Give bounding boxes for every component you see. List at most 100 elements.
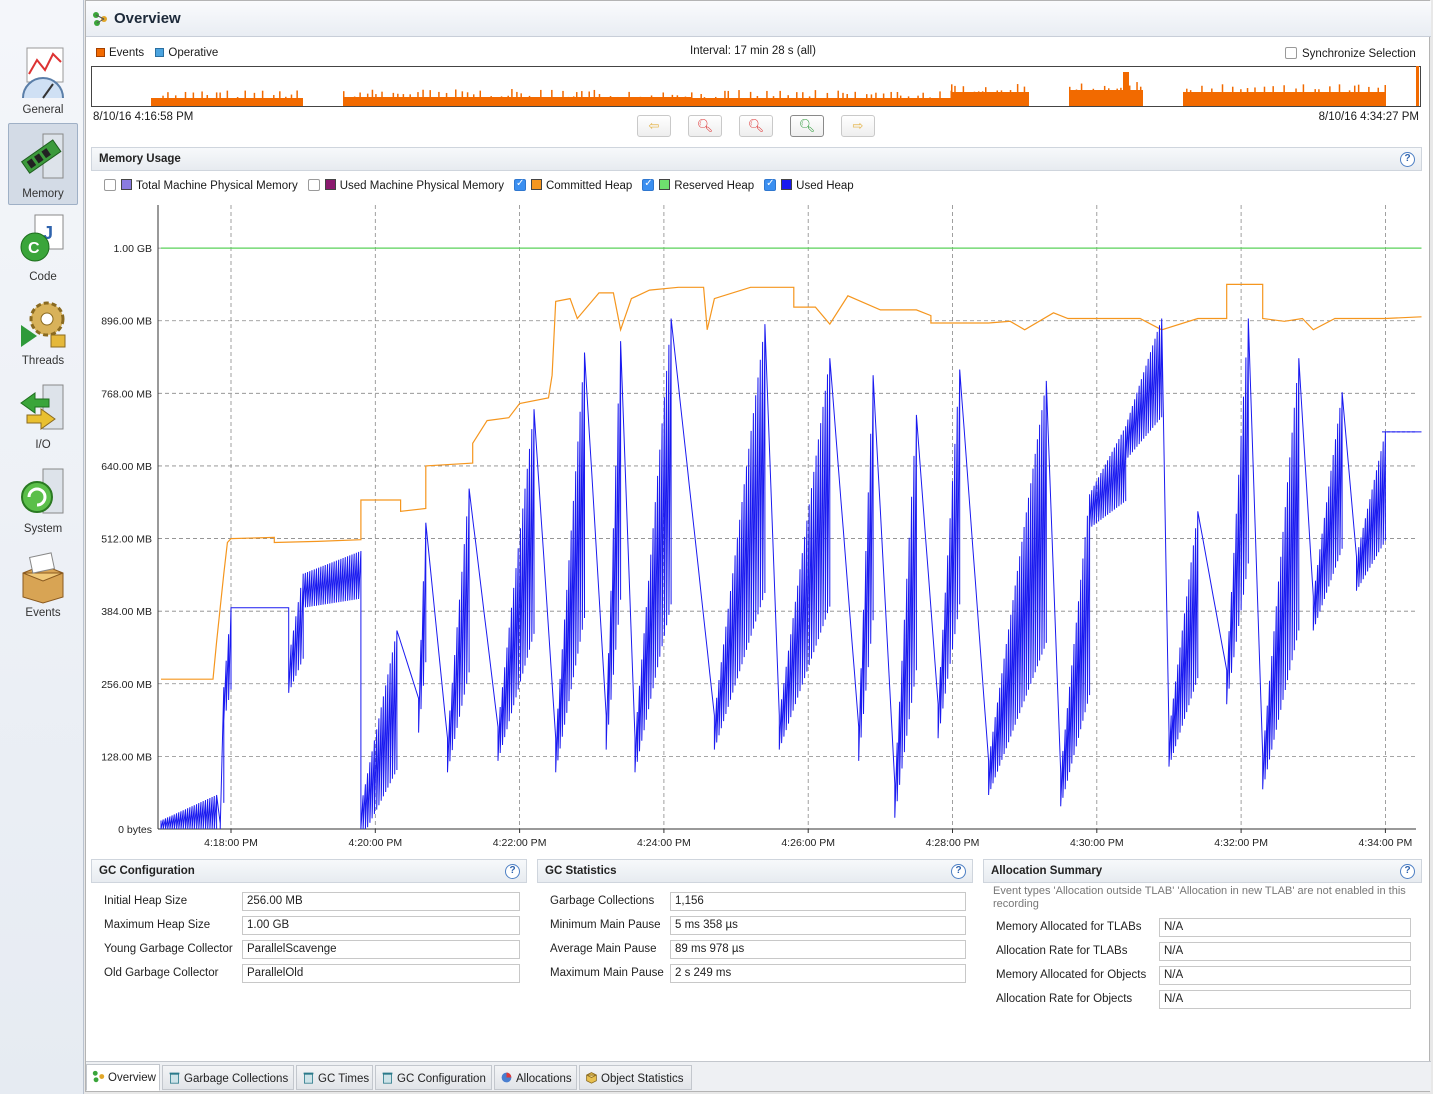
tab-gc-times[interactable]: GC Times [296,1065,373,1090]
event-spike [593,89,596,106]
event-spike [528,95,531,106]
help-icon[interactable]: ? [505,864,520,879]
series-toggle-used-machine-physical-memory[interactable]: Used Machine Physical Memory [307,179,504,192]
synchronize-checkbox[interactable] [1285,47,1297,59]
zoom-out-button[interactable]: 🔍︎ [688,115,722,137]
event-spike [1139,86,1142,106]
forward-button[interactable]: ⇨ [841,115,875,137]
event-spike [617,96,619,106]
series-toggle-total-machine-physical-memory[interactable]: Total Machine Physical Memory [104,179,298,192]
tab-label: Garbage Collections [184,1073,289,1085]
y-tick-label: 0 bytes [118,824,152,836]
sidebar-item-events[interactable]: Events [8,543,78,625]
tab-allocations[interactable]: Allocations [494,1065,577,1090]
io-arrows-icon [20,384,64,430]
series-checkbox[interactable] [764,178,777,191]
event-spike [1009,90,1012,106]
event-spike [1075,89,1078,106]
tab-overview[interactable]: Overview [86,1064,160,1091]
gc-configuration-title: GC Configuration [99,865,195,877]
x-tick-label: 4:20:00 PM [348,837,402,849]
objects-rate-value[interactable]: N/A [1159,990,1411,1009]
tlab-memory-value[interactable]: N/A [1159,918,1411,937]
pie-chart-icon [501,1072,512,1083]
series-line [161,283,1422,680]
event-spike [796,92,798,106]
event-spike [500,96,503,106]
event-spike [261,90,264,106]
series-toggle-reserved-heap[interactable]: Reserved Heap [642,178,755,192]
event-spike [422,89,424,106]
max-pause-value[interactable]: 2 s 249 ms [670,964,966,983]
sidebar-item-label: Code [29,271,57,283]
sidebar-item-io[interactable]: I/O [8,375,78,457]
x-tick-label: 4:22:00 PM [493,837,547,849]
event-spike [455,89,457,106]
young-gc-value[interactable]: ParallelScavenge [242,940,520,959]
back-button[interactable]: ⇦ [637,115,671,137]
event-spike [296,90,298,106]
event-spike [353,96,356,106]
event-spike [279,91,281,106]
svg-text:C: C [28,240,40,257]
event-spike [1283,85,1285,106]
garbage-collections-value[interactable]: 1,156 [670,892,966,911]
event-timeline[interactable] [91,66,1421,107]
tab-garbage-collections[interactable]: Garbage Collections [162,1065,294,1090]
synchronize-selection[interactable]: Synchronize Selection [1285,47,1416,60]
tab-object-statistics[interactable]: Object Statistics [579,1065,692,1090]
event-spike [842,92,844,106]
series-toggle-committed-heap[interactable]: Committed Heap [513,178,632,192]
y-tick-label: 896.00 MB [101,316,152,328]
event-bars [151,66,1419,106]
tab-label: Object Statistics [601,1073,684,1085]
event-spike [787,95,789,106]
sidebar-item-general[interactable]: General [8,40,78,122]
event-spike [1221,84,1224,106]
series-checkbox[interactable] [513,178,526,191]
tab-gc-configuration[interactable]: GC Configuration [375,1065,492,1090]
event-spike [1116,88,1118,106]
series-checkbox[interactable] [642,178,655,191]
sidebar-item-system[interactable]: System [8,459,78,541]
event-spike [581,91,583,106]
event-spike [520,93,522,106]
help-icon[interactable]: ? [1400,152,1415,167]
avg-pause-value[interactable]: 89 ms 978 µs [670,940,966,959]
event-spike [598,94,601,106]
series-toggle-used-heap[interactable]: Used Heap [764,178,854,192]
min-pause-value[interactable]: 5 ms 358 µs [670,916,966,935]
series-label: Reserved Heap [674,180,755,192]
event-spike [219,92,221,106]
initial-heap-size-label: Initial Heap Size [104,895,188,907]
event-bar [691,98,951,106]
help-icon[interactable]: ? [1400,864,1415,879]
help-icon[interactable]: ? [951,864,966,879]
event-spike [609,96,612,106]
sidebar-item-memory[interactable]: Memory [8,123,78,205]
sidebar-item-code[interactable]: J C Code [8,207,78,289]
zoom-in-button[interactable]: 🔍︎ [790,115,824,137]
event-spike [1416,66,1418,106]
event-spike [772,96,775,106]
maximum-heap-size-value[interactable]: 1.00 GB [242,916,520,935]
event-spike [1231,86,1234,106]
zoom-out-max-button[interactable]: 🔍︎ [739,115,773,137]
memory-usage-chart[interactable]: 0 bytes 128.00 MB 256.00 MB 384.00 MB 512.00… [91,199,1422,859]
overview-icon [93,12,107,26]
tlab-rate-value[interactable]: N/A [1159,942,1411,961]
series-swatch-icon [121,179,132,190]
sidebar-item-threads[interactable]: Threads [8,291,78,373]
zoom-out-icon: 🔍︎ [696,118,714,133]
event-spike [929,97,931,106]
old-gc-value[interactable]: ParallelOld [242,964,520,983]
series-checkbox[interactable] [307,179,320,191]
event-spike [951,84,953,106]
event-spike [192,92,195,106]
series-checkbox[interactable] [104,179,116,191]
event-spike [206,95,209,106]
event-spike [562,90,564,106]
sidebar-item-label: Events [25,607,61,619]
objects-memory-value[interactable]: N/A [1159,966,1411,985]
initial-heap-size-value[interactable]: 256.00 MB [242,892,520,911]
